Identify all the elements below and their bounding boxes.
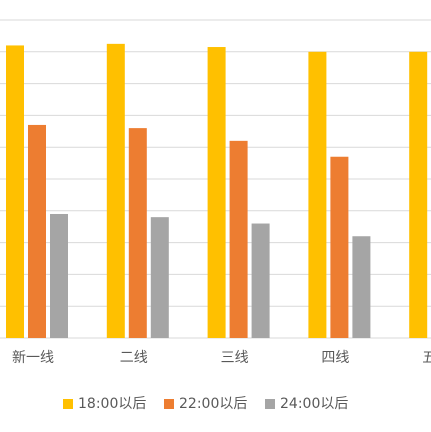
- legend-swatch: [265, 399, 275, 409]
- legend-label: 18:00以后: [78, 396, 146, 412]
- legend-label: 22:00以后: [179, 396, 247, 412]
- bar: [352, 236, 371, 338]
- bar: [207, 47, 226, 338]
- bar: [229, 140, 248, 338]
- legend-label: 24:00以后: [280, 396, 348, 412]
- x-tick-label: 二线: [120, 350, 148, 366]
- bar: [6, 45, 24, 338]
- bar: [50, 213, 68, 338]
- bar: [128, 128, 147, 338]
- bar: [409, 51, 428, 339]
- x-tick-label: 新一线: [12, 350, 54, 366]
- bar: [150, 217, 169, 338]
- bar: [330, 156, 349, 338]
- bar: [106, 43, 125, 338]
- legend-swatch: [63, 399, 73, 409]
- x-tick-label: 四线: [321, 350, 349, 366]
- legend-swatch: [164, 399, 174, 409]
- x-tick-label: 三线: [221, 350, 249, 366]
- bar: [308, 51, 327, 339]
- bar: [28, 124, 46, 338]
- x-tick-label: 五线: [422, 350, 431, 366]
- bar: [251, 223, 270, 338]
